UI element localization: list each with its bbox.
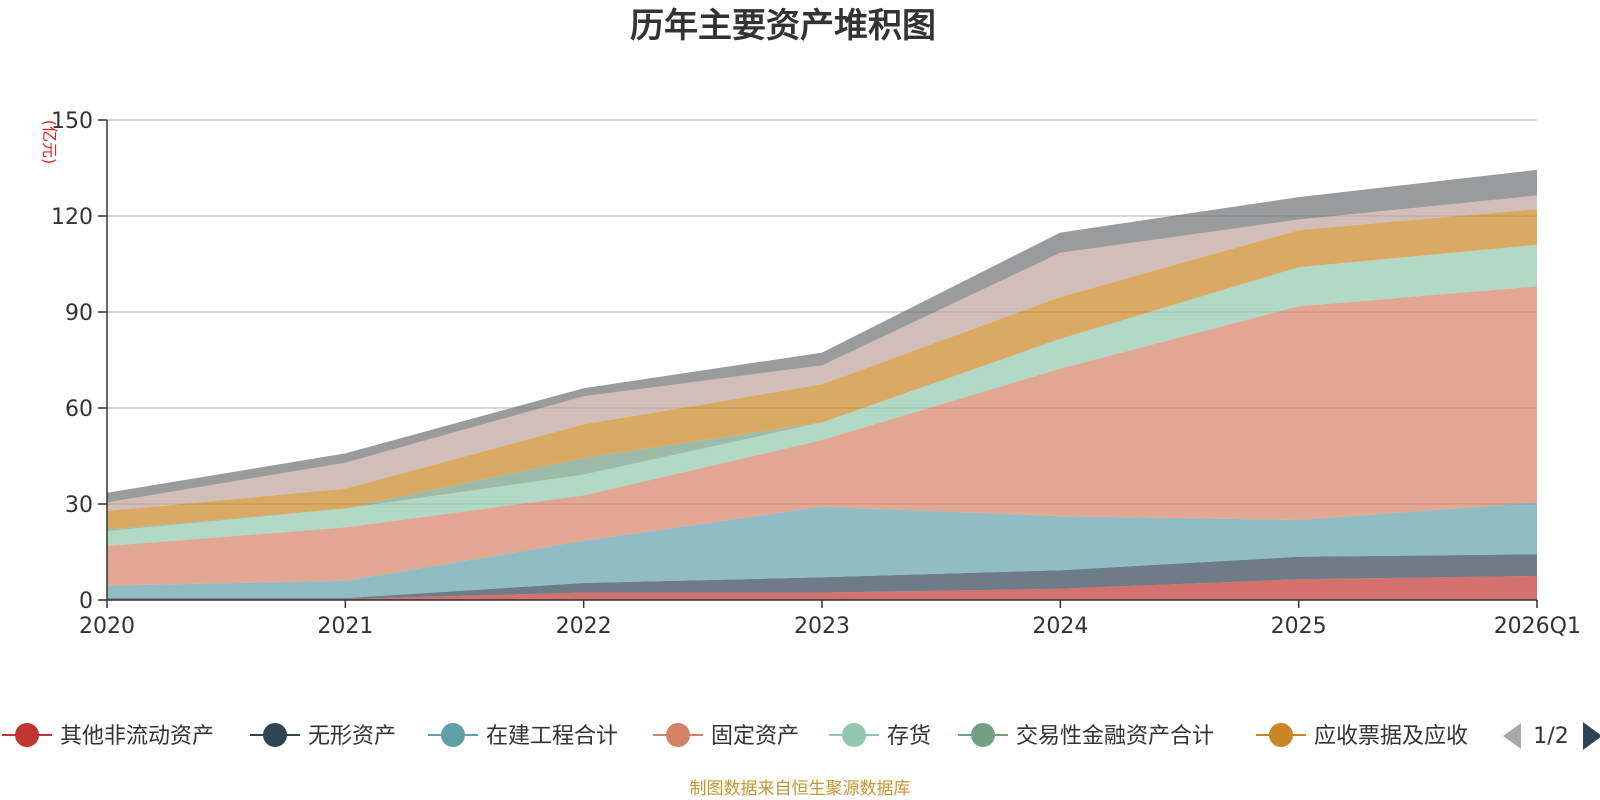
- x-tick-label: 2023: [794, 614, 850, 639]
- x-tick-labels: 2020 2021 2022 2023 2024 2025 2026Q1: [79, 614, 1581, 639]
- area-series: [107, 576, 1537, 600]
- source-note: 制图数据来自恒生聚源数据库: [690, 779, 911, 799]
- chart-title: 历年主要资产堆积图: [630, 6, 936, 46]
- area-series: [107, 169, 1537, 503]
- legend-marker-icon: [15, 723, 39, 747]
- y-tick-label: 90: [65, 301, 93, 326]
- legend-marker-icon: [441, 723, 465, 747]
- legend-label: 无形资产: [308, 724, 396, 749]
- legend-marker-icon: [971, 723, 995, 747]
- y-tick-label: 120: [51, 205, 93, 230]
- y-tick-label: 60: [65, 397, 93, 422]
- x-tick-label: 2020: [79, 614, 135, 639]
- area-series: [107, 286, 1537, 586]
- legend-label: 固定资产: [711, 724, 799, 749]
- x-tick-label: 2022: [556, 614, 612, 639]
- legend-item[interactable]: 固定资产: [653, 723, 799, 749]
- y-tick-label: 0: [79, 589, 93, 614]
- legend-marker-icon: [1269, 723, 1293, 747]
- legend-label: 其他非流动资产: [60, 724, 214, 749]
- y-axis-unit: (亿元): [40, 120, 59, 165]
- legend-label: 应收票据及应收: [1314, 724, 1468, 749]
- x-tick-label: 2021: [317, 614, 373, 639]
- y-tick-labels: 0 30 60 90 120 150: [51, 109, 93, 614]
- legend-item[interactable]: 无形资产: [250, 723, 396, 749]
- y-tick-label: 150: [51, 109, 93, 134]
- axes: [98, 119, 1538, 608]
- x-tick-label: 2024: [1032, 614, 1088, 639]
- legend-item[interactable]: 在建工程合计: [428, 723, 618, 749]
- legend-page-indicator: 1/2: [1533, 724, 1568, 749]
- legend-item[interactable]: 其他非流动资产: [2, 723, 214, 749]
- legend-marker-icon: [263, 723, 287, 747]
- legend-next-icon[interactable]: [1583, 722, 1600, 750]
- legend-label: 存货: [887, 724, 931, 749]
- y-tick-label: 30: [65, 493, 93, 518]
- x-tick-label: 2026Q1: [1494, 614, 1581, 639]
- legend-label: 在建工程合计: [486, 724, 618, 749]
- legend-pager: 1/2: [1503, 722, 1600, 750]
- series-areas: [107, 169, 1537, 600]
- legend-marker-icon: [666, 723, 690, 747]
- area-series: [107, 244, 1537, 546]
- legend-item[interactable]: 存货: [829, 723, 931, 749]
- area-series: [107, 195, 1537, 511]
- legend-prev-icon[interactable]: [1503, 723, 1521, 749]
- legend-item[interactable]: 应收票据及应收: [1256, 723, 1468, 749]
- legend: 其他非流动资产 无形资产 在建工程合计 固定资产 存货 交易性金融资产合计 应收票据及应收: [2, 723, 1468, 749]
- area-series: [107, 502, 1537, 599]
- legend-label: 交易性金融资产合计: [1016, 724, 1214, 749]
- x-tick-label: 2025: [1271, 614, 1327, 639]
- area-series: [107, 554, 1537, 599]
- legend-marker-icon: [842, 723, 866, 747]
- area-series: [107, 209, 1537, 530]
- legend-item[interactable]: 交易性金融资产合计: [958, 723, 1214, 749]
